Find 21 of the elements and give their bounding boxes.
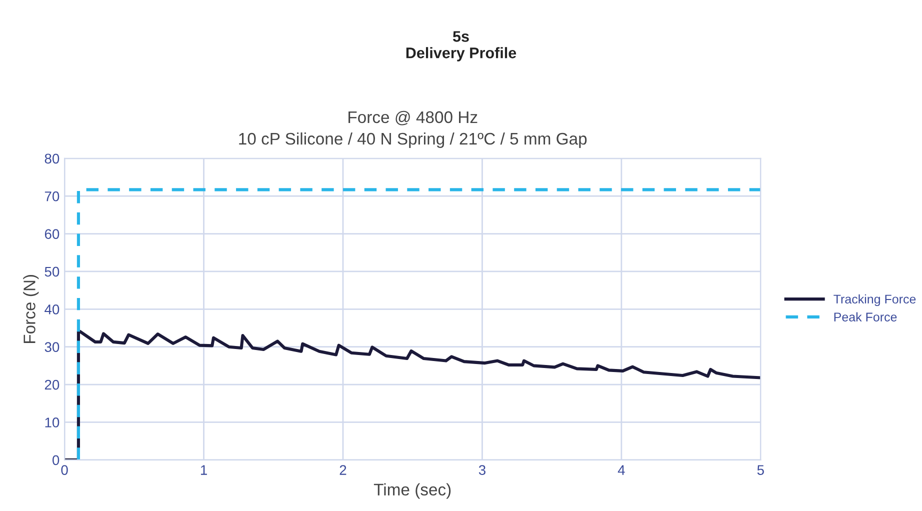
x-tick-label: 0: [61, 465, 68, 475]
y-tick-label: 10: [45, 418, 60, 428]
x-tick-label: 2: [340, 465, 346, 475]
y-tick-label: 0: [52, 455, 60, 466]
x-tick-label: 4: [618, 465, 625, 475]
y-tick-label: 60: [44, 229, 60, 239]
chart-title: 5s Delivery Profile: [406, 31, 516, 62]
x-axis-title: Time (sec): [374, 483, 451, 499]
y-axis-title: Force (N): [23, 275, 39, 343]
y-tick-label: 70: [44, 191, 60, 202]
legend-label: Tracking Force: [834, 294, 916, 306]
chart-subtitle: Force @ 4800 Hz 10 cP Silicone / 40 N Spring / 21ºC / 5 mm Gap: [239, 110, 587, 148]
y-tick-label: 30: [44, 342, 60, 352]
y-tick-label: 80: [44, 154, 60, 164]
y-tick-label: 50: [44, 266, 60, 277]
x-tick-label: 1: [200, 465, 207, 475]
y-tick-label: 20: [44, 380, 60, 390]
x-tick-label: 3: [478, 465, 486, 475]
legend-label: Peak Force: [834, 312, 897, 322]
x-tick-label: 5: [757, 465, 764, 475]
y-tick-label: 40: [44, 304, 60, 314]
